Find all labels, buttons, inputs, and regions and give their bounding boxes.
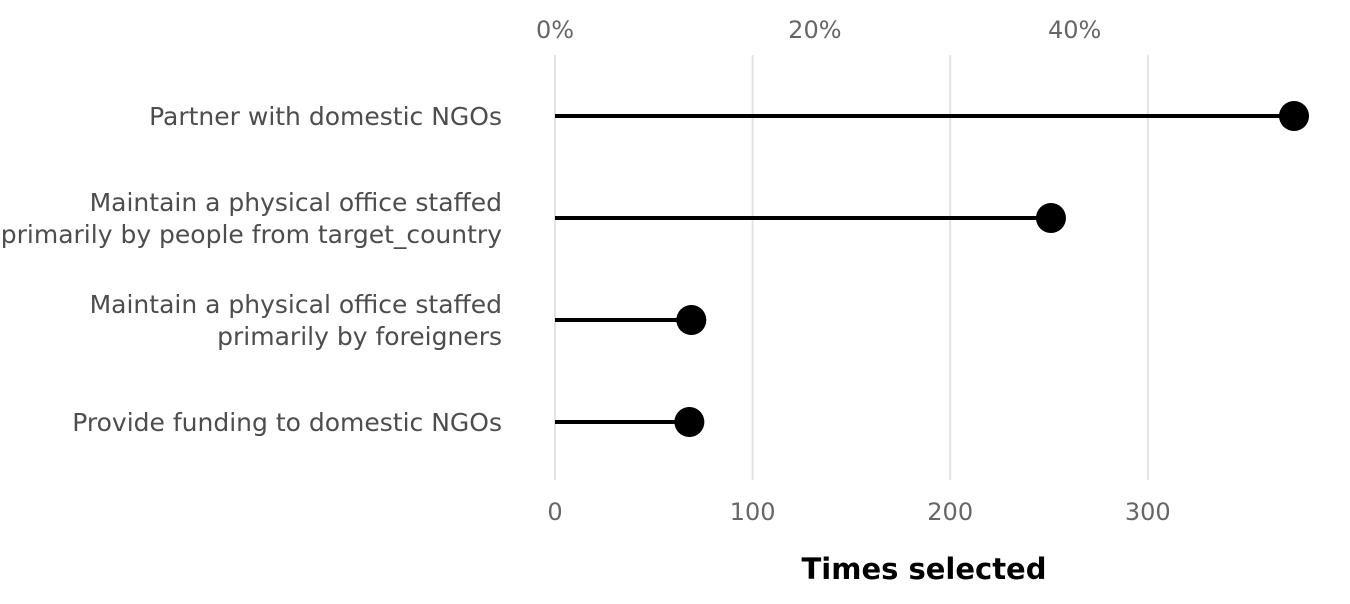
- category-label-3: Provide funding to domestic NGOs: [72, 408, 502, 437]
- x-tick-label-1: 100: [730, 498, 776, 526]
- secondary-axis-ticks: 0% 20% 40%: [536, 16, 1101, 44]
- x-axis-title: Times selected: [802, 552, 1047, 586]
- top-tick-label-2: 40%: [1048, 16, 1101, 44]
- x-tick-label-2: 200: [927, 498, 973, 526]
- category-label-1: Maintain a physical office staffed primar…: [1, 188, 502, 249]
- dot-2: [676, 305, 707, 335]
- dot-0: [1279, 101, 1310, 131]
- x-axis-ticks: 0 100 200 300: [547, 498, 1170, 526]
- gridlines: [554, 55, 1149, 480]
- dot-1: [1035, 203, 1066, 233]
- dots: [674, 101, 1310, 437]
- stems: [555, 114, 1295, 424]
- x-tick-label-0: 0: [547, 498, 562, 526]
- category-labels: Partner with domestic NGOs Maintain a phy…: [1, 102, 502, 437]
- category-label-0: Partner with domestic NGOs: [149, 102, 502, 131]
- top-tick-label-1: 20%: [788, 16, 841, 44]
- x-tick-label-3: 300: [1125, 498, 1171, 526]
- category-label-2: Maintain a physical office staffed primar…: [90, 290, 502, 351]
- top-tick-label-0: 0%: [536, 16, 574, 44]
- dot-3: [674, 407, 705, 437]
